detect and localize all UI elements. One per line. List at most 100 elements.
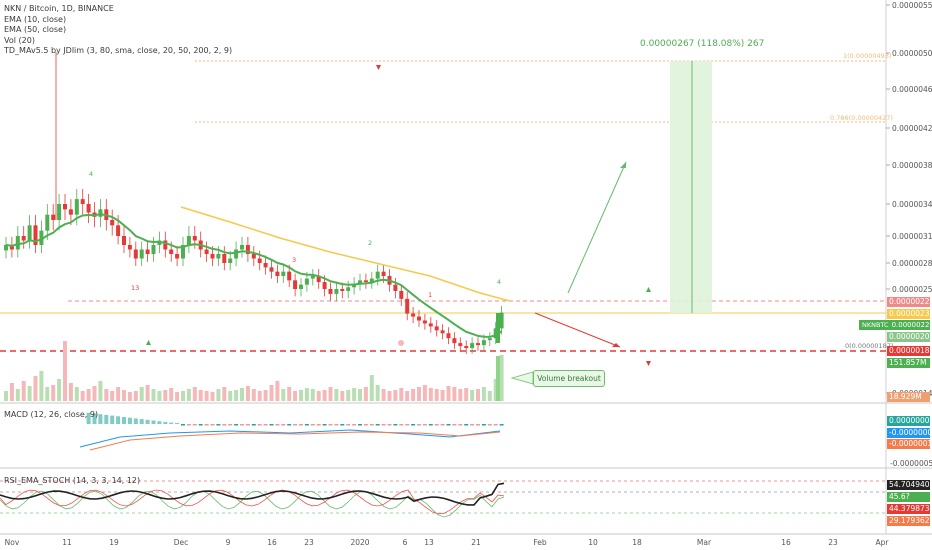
volume-bar: [198, 390, 203, 401]
candle-body: [496, 313, 500, 343]
candle-body: [328, 289, 333, 294]
macd-histogram-bar: [269, 424, 274, 426]
volume-bar: [346, 390, 351, 401]
volume-bar: [68, 383, 73, 401]
macd-histogram-bar: [122, 417, 126, 424]
macd-histogram-bar: [446, 424, 451, 426]
volume-bar: [369, 375, 374, 401]
price-tag: 0.00000187: [887, 346, 930, 356]
volume-bar: [145, 385, 150, 401]
candle-body: [334, 289, 339, 294]
macd-histogram-bar: [263, 424, 268, 426]
td-count-label: 4: [89, 170, 93, 178]
volume-bar: [33, 376, 38, 401]
candle-body: [4, 245, 8, 251]
macd-histogram-bar: [334, 424, 339, 426]
volume-bar: [446, 386, 451, 401]
indicator-ema10[interactable]: EMA (10, close): [4, 14, 67, 24]
macd-histogram-bar: [340, 424, 345, 426]
rsi-tag: 44.37987341: [887, 504, 930, 514]
rsi-label[interactable]: RSI_EMA_STOCH (14, 3, 3, 14, 12): [4, 476, 141, 485]
volume-bar: [216, 389, 221, 401]
macd-histogram-bar: [157, 421, 162, 424]
price-tag: 0.00000238: [887, 309, 930, 319]
macd-histogram-bar: [487, 424, 492, 426]
chart-legend: NKN / Bitcoin, 1D, BINANCE EMA (10, clos…: [4, 4, 232, 57]
up-marker: [646, 287, 651, 292]
candle-body: [21, 236, 26, 241]
macd-label[interactable]: MACD (12, 26, close, 9): [4, 410, 99, 419]
candle-body: [186, 236, 191, 245]
volume-bar: [281, 389, 286, 401]
candle-body: [234, 249, 239, 259]
volume-bar: [63, 341, 67, 401]
macd-histogram-bar: [493, 424, 498, 426]
volume-bar: [39, 371, 44, 401]
macd-histogram-bar: [92, 413, 97, 424]
volume-bar: [104, 389, 109, 401]
macd-signal-line: [89, 431, 501, 451]
volume-bar: [310, 389, 315, 401]
macd-histogram-bar: [422, 424, 427, 426]
macd-histogram-bar: [110, 415, 115, 424]
indicator-ema50[interactable]: EMA (50, close): [4, 25, 67, 34]
candle-body: [74, 199, 79, 215]
macd-histogram-bar: [369, 424, 374, 426]
volume-bar: [487, 391, 492, 401]
volume-bar: [322, 390, 327, 401]
volume-bar: [204, 391, 209, 401]
macd-histogram-bar: [346, 424, 351, 426]
indicator-td[interactable]: TD_MAv5.5 by JDlim (3, 80, sma, close, 2…: [4, 46, 233, 55]
candle-body: [15, 236, 20, 250]
macd-histogram-bar: [352, 424, 357, 426]
volume-bar: [287, 387, 292, 401]
macd-histogram-bar: [299, 424, 303, 426]
candle-body: [151, 245, 156, 254]
time-tick-label: Mar: [697, 538, 712, 547]
symbol-title[interactable]: NKN / Bitcoin, 1D, BINANCE: [4, 4, 114, 13]
volume-bar: [80, 391, 85, 401]
candle-body: [222, 254, 227, 263]
time-tick-label: Dec: [174, 538, 189, 547]
candle-body: [240, 245, 244, 250]
volume-bar: [375, 385, 380, 401]
volume-bar: [86, 389, 91, 401]
candle-body: [464, 346, 469, 349]
volume-bar: [452, 387, 457, 401]
volume-bar: [422, 385, 427, 401]
volume-breakout-callout[interactable]: Volume breakout: [533, 370, 605, 387]
time-tick-label: 16: [267, 538, 277, 547]
time-tick-label: 16: [781, 538, 791, 547]
macd-histogram-bar: [470, 424, 475, 426]
stoch-d-line: [0, 489, 505, 515]
fib-0786-label: 0.786(0.00000427): [830, 114, 893, 122]
macd-histogram-bar: [411, 424, 416, 426]
up-marker: [146, 340, 151, 345]
macd-histogram-bar: [204, 424, 209, 426]
candle-body: [399, 290, 404, 299]
candle-body: [363, 280, 368, 283]
macd-histogram-bar: [393, 424, 398, 426]
volume-bar: [399, 388, 404, 401]
candle-body: [493, 328, 498, 339]
volume-bar: [21, 381, 26, 401]
macd-histogram-bar: [399, 424, 404, 426]
candle-body: [428, 323, 433, 327]
macd-histogram-bar: [192, 424, 197, 426]
indicator-vol[interactable]: Vol (20): [4, 35, 35, 45]
macd-histogram-bar: [275, 424, 280, 426]
candle-body: [352, 283, 357, 288]
volume-tag: 151.857M: [887, 358, 930, 368]
candle-body: [157, 240, 162, 245]
macd-histogram-bar: [434, 424, 439, 426]
macd-histogram-bar: [133, 418, 138, 424]
volume-bar: [440, 390, 445, 401]
time-tick-label: 23: [304, 538, 314, 547]
candle-body: [57, 204, 62, 220]
candle-body: [434, 326, 439, 331]
macd-histogram-bar: [222, 424, 227, 426]
volume-bar: [245, 386, 250, 401]
candle-body: [499, 312, 504, 329]
volume-bar: [4, 391, 8, 401]
